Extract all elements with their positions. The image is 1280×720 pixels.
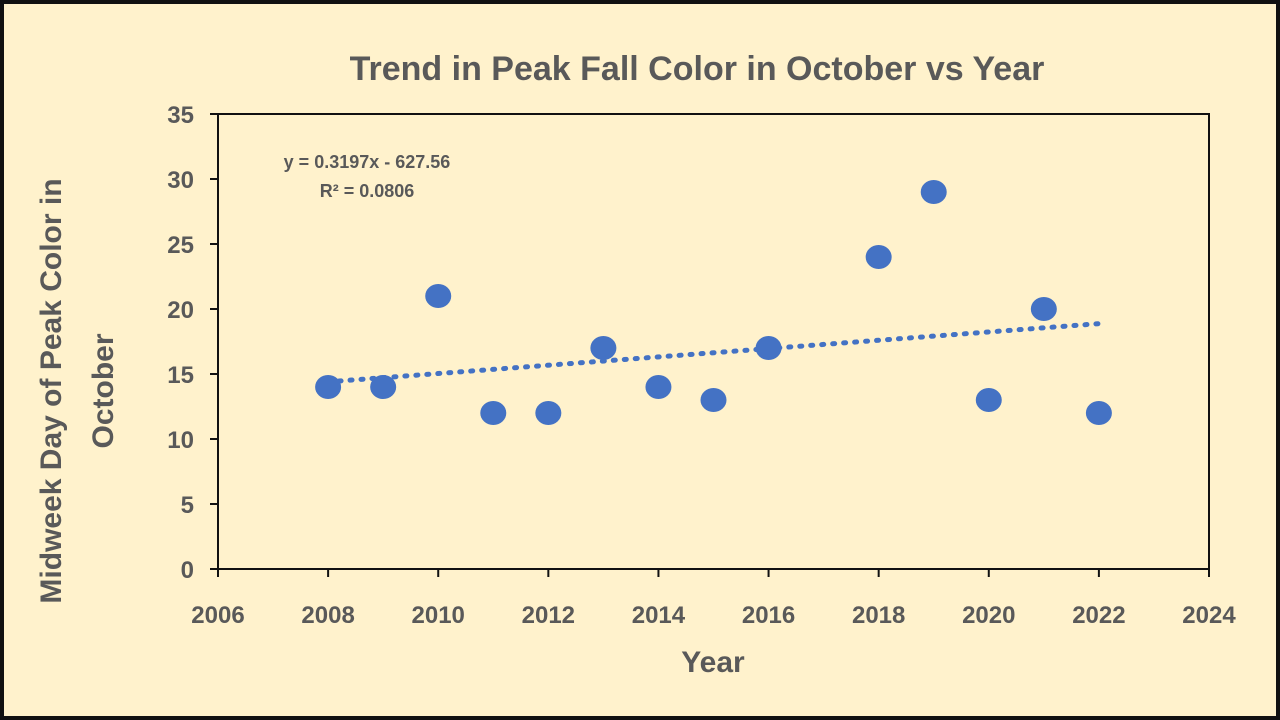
- x-tick-label: 2024: [1182, 602, 1236, 629]
- trendline-equation: y = 0.3197x - 627.56: [284, 152, 451, 172]
- data-point: [425, 284, 452, 308]
- y-axis-title-line-1: Midweek Day of Peak Color in: [35, 178, 68, 603]
- trendline-r-squared: R² = 0.0806: [320, 181, 415, 201]
- x-tick-label: 2020: [962, 602, 1015, 629]
- data-point: [370, 375, 397, 399]
- trendline: [325, 321, 1102, 385]
- data-point: [535, 401, 562, 425]
- y-tick-label: 30: [167, 167, 194, 194]
- x-tick-label: 2012: [522, 602, 575, 629]
- x-tick-label: 2014: [632, 602, 686, 629]
- data-point: [865, 245, 892, 269]
- data-point: [755, 336, 782, 360]
- x-tick-label: 2010: [412, 602, 465, 629]
- data-point: [315, 375, 342, 399]
- data-point: [1030, 297, 1057, 321]
- data-point: [1085, 401, 1112, 425]
- x-tick-label: 2006: [191, 602, 244, 629]
- x-tick-label: 2016: [742, 602, 795, 629]
- x-axis-title: Year: [681, 646, 745, 679]
- x-axis-ticks: 2006 2008 2010 2012 2014 2016 2018 2020 2022 2024: [191, 569, 1236, 629]
- data-point: [480, 401, 507, 425]
- y-tick-label: 10: [167, 427, 194, 454]
- data-point: [590, 336, 617, 360]
- data-point: [920, 180, 947, 204]
- data-point: [645, 375, 672, 399]
- plot-area: [217, 113, 1210, 570]
- scatter-chart: Trend in Peak Fall Color in October vs Y…: [35, 50, 1236, 679]
- data-point: [700, 388, 727, 412]
- x-tick-label: 2022: [1072, 602, 1125, 629]
- y-tick-label: 0: [181, 557, 194, 584]
- y-tick-label: 15: [167, 362, 194, 389]
- y-tick-label: 20: [167, 297, 194, 324]
- y-tick-label: 5: [181, 492, 194, 519]
- chart-title: Trend in Peak Fall Color in October vs Y…: [350, 50, 1045, 88]
- data-point: [975, 388, 1002, 412]
- data-points: [315, 180, 1112, 425]
- x-tick-label: 2018: [852, 602, 905, 629]
- y-tick-label: 35: [167, 102, 194, 129]
- y-axis-ticks: 0 5 10 15 20 25 30 35: [167, 102, 218, 584]
- y-axis-title-line-2: October: [87, 333, 120, 448]
- y-tick-label: 25: [167, 232, 194, 259]
- x-tick-label: 2008: [301, 602, 354, 629]
